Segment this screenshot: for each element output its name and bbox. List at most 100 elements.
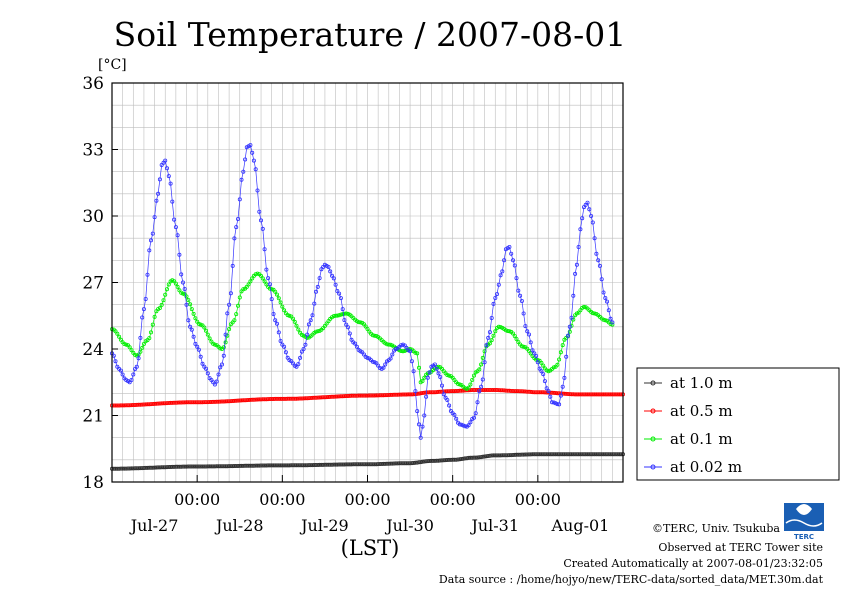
data-point: [509, 388, 514, 393]
data-point: [232, 236, 237, 241]
data-point: [494, 292, 499, 297]
data-point: [243, 157, 248, 162]
data-point: [589, 213, 594, 218]
data-point: [535, 390, 540, 395]
data-point: [241, 287, 246, 292]
data-point: [337, 394, 342, 399]
data-point: [170, 464, 175, 469]
data-point: [562, 391, 567, 396]
data-point: [528, 389, 533, 394]
data-point: [143, 402, 148, 407]
data-point: [218, 464, 223, 469]
data-point: [148, 465, 153, 470]
data-point: [397, 461, 402, 466]
data-point: [189, 327, 194, 332]
data-point: [239, 177, 244, 182]
data-point: [590, 220, 595, 225]
data-point: [516, 452, 521, 457]
data-point: [313, 462, 318, 467]
data-point: [175, 233, 180, 238]
data-point: [399, 392, 404, 397]
data-point: [344, 322, 349, 327]
data-point: [329, 462, 334, 467]
data-point: [416, 422, 421, 427]
data-point: [212, 382, 217, 387]
y-tick-label: 21: [82, 407, 104, 427]
data-point: [519, 298, 524, 303]
data-point: [564, 354, 569, 359]
data-point: [276, 330, 281, 335]
data-point: [129, 348, 134, 353]
data-point: [150, 465, 155, 470]
data-point: [250, 150, 255, 155]
data-point: [164, 166, 169, 171]
data-point: [340, 307, 345, 312]
data-point: [411, 460, 416, 465]
data-point: [365, 326, 370, 331]
data-point: [212, 342, 217, 347]
data-point: [358, 320, 363, 325]
data-point: [384, 393, 389, 398]
data-point: [143, 465, 148, 470]
data-point: [578, 227, 583, 232]
data-point: [489, 338, 494, 343]
data-point: [516, 389, 521, 394]
data-point: [141, 465, 146, 470]
plot-grid: [112, 83, 623, 482]
data-point: [315, 284, 320, 289]
data-point: [246, 397, 251, 402]
data-point: [420, 424, 425, 429]
data-point: [239, 398, 244, 403]
data-point: [147, 248, 152, 253]
footer-observed: Observed at TERC Tower site: [658, 541, 823, 554]
data-point: [564, 391, 569, 396]
data-point: [558, 393, 563, 398]
data-point: [278, 338, 283, 343]
data-point: [534, 353, 539, 358]
data-point: [415, 351, 420, 356]
data-point: [219, 464, 224, 469]
data-point: [322, 395, 327, 400]
data-point: [516, 288, 521, 293]
legend-label: at 0.02 m: [670, 458, 742, 476]
data-point: [601, 317, 606, 322]
data-point: [161, 298, 166, 303]
data-point: [493, 329, 498, 334]
data-point: [510, 258, 515, 263]
data-point: [313, 289, 318, 294]
data-point: [425, 459, 430, 464]
data-point: [186, 297, 191, 302]
data-point: [418, 435, 423, 440]
data-point: [287, 463, 292, 468]
data-point: [574, 262, 579, 267]
data-point: [196, 400, 201, 405]
legend-label: at 0.1 m: [670, 430, 733, 448]
data-point: [290, 316, 295, 321]
legend-swatch-marker: [650, 436, 656, 442]
data-point: [127, 403, 132, 408]
data-point: [482, 454, 487, 459]
data-point: [509, 453, 514, 458]
data-point: [580, 216, 585, 221]
data-point: [329, 394, 334, 399]
data-point: [491, 333, 496, 338]
data-point: [298, 355, 303, 360]
data-point: [523, 452, 528, 457]
data-point: [521, 344, 526, 349]
x-tick-time-label: 00:00: [344, 490, 390, 509]
legend-label: at 0.5 m: [670, 402, 733, 420]
x-tick-time-label: 00:00: [259, 490, 305, 509]
data-point: [193, 316, 198, 321]
data-point: [477, 389, 482, 394]
data-point: [576, 244, 581, 249]
data-point: [384, 461, 389, 466]
data-point: [212, 464, 217, 469]
data-point: [136, 402, 141, 407]
data-point: [372, 333, 377, 338]
data-point: [175, 464, 180, 469]
x-date-label: Jul-28: [214, 516, 264, 535]
data-point: [500, 388, 505, 393]
data-point: [541, 372, 546, 377]
data-point: [347, 331, 352, 336]
series-at-0-1-m: [110, 271, 615, 391]
